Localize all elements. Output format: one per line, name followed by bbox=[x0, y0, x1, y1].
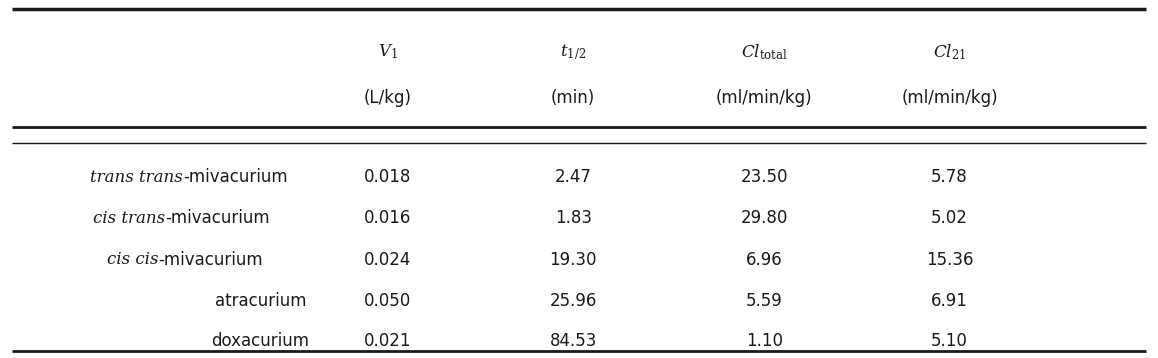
Text: 1.83: 1.83 bbox=[555, 209, 592, 227]
Text: (L/kg): (L/kg) bbox=[364, 90, 412, 107]
Text: 84.53: 84.53 bbox=[550, 332, 596, 350]
Text: -mivacurium: -mivacurium bbox=[183, 168, 287, 186]
Text: 6.91: 6.91 bbox=[931, 292, 968, 310]
Text: 0.050: 0.050 bbox=[365, 292, 411, 310]
Text: V$_1$: V$_1$ bbox=[378, 43, 398, 61]
Text: 0.016: 0.016 bbox=[365, 209, 411, 227]
Text: t$_{1/2}$: t$_{1/2}$ bbox=[560, 42, 586, 62]
Text: 5.02: 5.02 bbox=[931, 209, 968, 227]
Text: (min): (min) bbox=[551, 90, 595, 107]
Text: Cl$_{21}$: Cl$_{21}$ bbox=[933, 42, 966, 62]
Text: 19.30: 19.30 bbox=[549, 251, 598, 268]
Text: 5.78: 5.78 bbox=[931, 168, 968, 186]
Text: 15.36: 15.36 bbox=[925, 251, 974, 268]
Text: -mivacurium: -mivacurium bbox=[166, 209, 270, 227]
Text: 23.50: 23.50 bbox=[740, 168, 789, 186]
Text: -mivacurium: -mivacurium bbox=[159, 251, 263, 268]
Text: (ml/min/kg): (ml/min/kg) bbox=[901, 90, 998, 107]
Text: cis trans: cis trans bbox=[94, 210, 166, 227]
Text: cis cis: cis cis bbox=[108, 251, 159, 268]
Text: Cl$_\mathrm{total}$: Cl$_\mathrm{total}$ bbox=[741, 42, 787, 62]
Text: doxacurium: doxacurium bbox=[212, 332, 309, 350]
Text: 0.024: 0.024 bbox=[365, 251, 411, 268]
Text: 29.80: 29.80 bbox=[741, 209, 787, 227]
Text: 0.021: 0.021 bbox=[364, 332, 412, 350]
Text: 2.47: 2.47 bbox=[555, 168, 592, 186]
Text: 5.59: 5.59 bbox=[746, 292, 783, 310]
Text: (ml/min/kg): (ml/min/kg) bbox=[716, 90, 813, 107]
Text: atracurium: atracurium bbox=[214, 292, 307, 310]
Text: 0.018: 0.018 bbox=[365, 168, 411, 186]
Text: 1.10: 1.10 bbox=[746, 332, 783, 350]
Text: 5.10: 5.10 bbox=[931, 332, 968, 350]
Text: 25.96: 25.96 bbox=[550, 292, 596, 310]
Text: trans trans: trans trans bbox=[90, 169, 183, 186]
Text: 6.96: 6.96 bbox=[746, 251, 783, 268]
